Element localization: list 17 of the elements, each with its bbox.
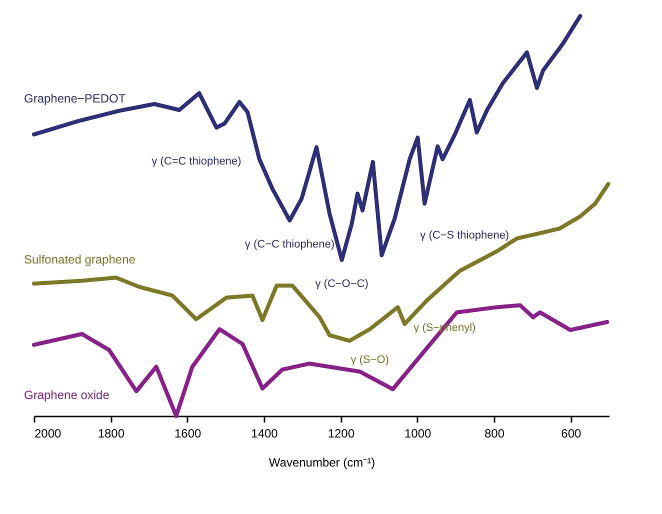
x-tick-label: 2000 — [34, 426, 62, 440]
series-label: Sulfonated graphene — [24, 252, 136, 267]
series-label: Graphene oxide — [24, 388, 110, 402]
annotation: γ (C−C thiophene) — [244, 238, 334, 250]
annotation: γ (C=C thiophene) — [152, 156, 242, 168]
x-tick-label: 1800 — [98, 426, 125, 440]
annotation: γ (C−O−C) — [315, 278, 368, 290]
x-tick-label: 1200 — [328, 426, 355, 440]
annotation: γ (C−S thiophene) — [420, 230, 510, 242]
series-label: Graphene−PEDOT — [24, 91, 126, 106]
x-tick-label: 1600 — [174, 426, 202, 440]
x-tick-label: 1000 — [404, 426, 432, 440]
annotation: γ (S−O) — [350, 354, 389, 366]
x-axis-title: Wavenumber (cm⁻¹) — [268, 456, 376, 470]
x-tick-label: 600 — [561, 426, 582, 440]
x-tick-label: 1400 — [251, 426, 278, 440]
x-tick-label: 800 — [484, 426, 505, 440]
